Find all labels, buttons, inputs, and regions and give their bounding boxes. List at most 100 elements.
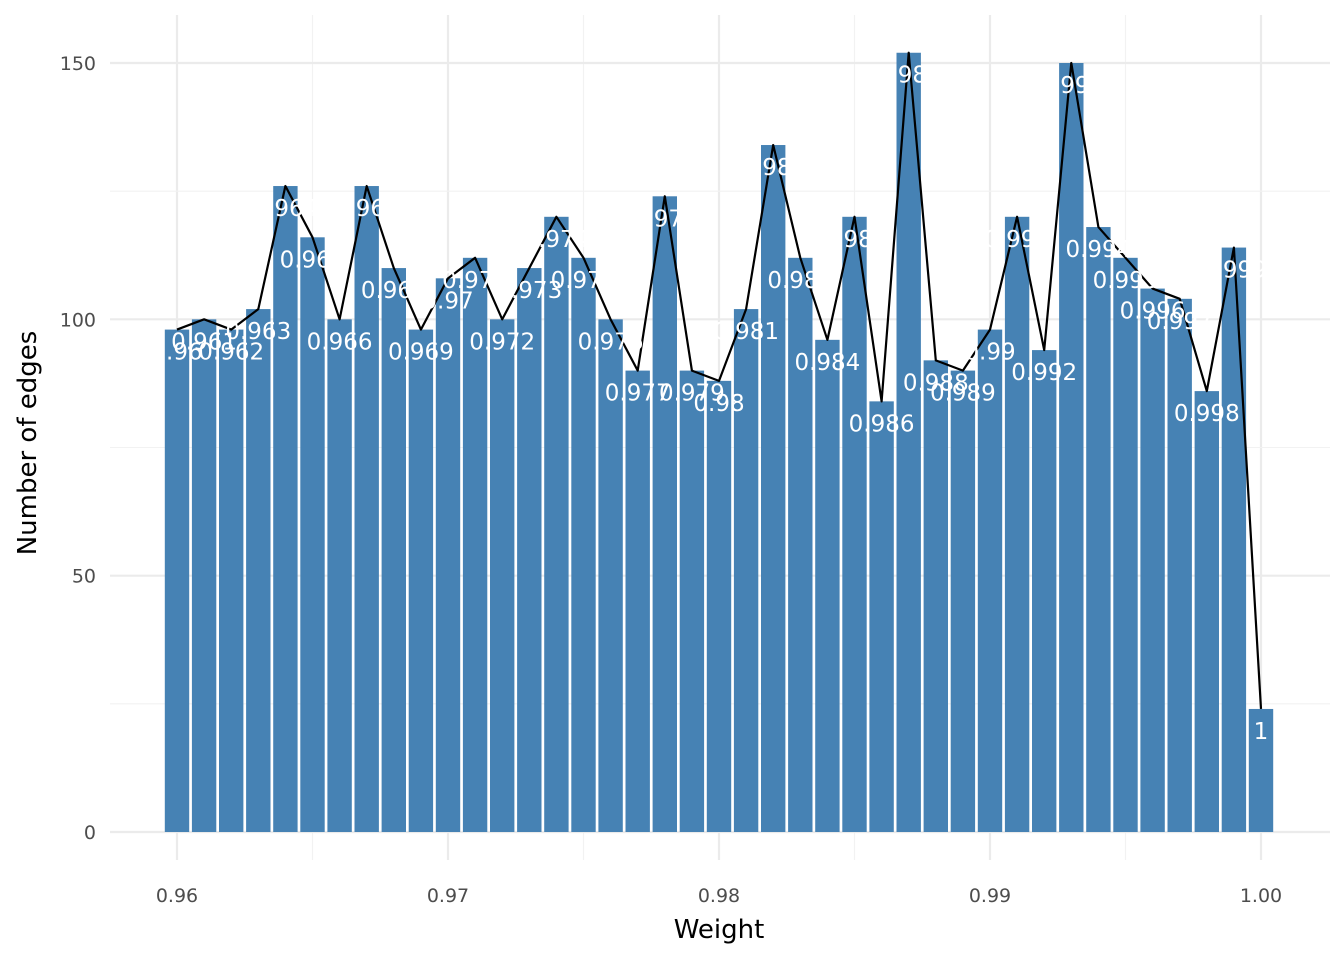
- x-tick-label: 1.00: [1240, 885, 1282, 907]
- bar: [490, 319, 515, 832]
- bar-label: 0.975: [551, 268, 617, 294]
- trend-line: [176, 51, 1263, 710]
- bar: [1140, 288, 1165, 832]
- bar-label: 0.993: [1038, 73, 1104, 99]
- bar-label: 0.965: [280, 247, 346, 273]
- bar: [1059, 63, 1084, 832]
- bar-label: 0.983: [767, 268, 833, 294]
- bar-label: 0.963: [225, 319, 291, 345]
- bar: [761, 145, 786, 832]
- bar-label: 0.977: [605, 381, 671, 407]
- bar-label: 0.972: [469, 329, 535, 355]
- x-tick-label: 0.96: [156, 885, 198, 907]
- y-tick-label: 100: [60, 309, 96, 331]
- bar-label: 0.99: [964, 340, 1015, 366]
- bar: [327, 319, 352, 832]
- bar: [354, 186, 379, 833]
- bar: [896, 52, 921, 833]
- bar: [246, 309, 271, 833]
- bar: [842, 216, 867, 833]
- bar: [950, 370, 976, 832]
- bar: [625, 370, 650, 832]
- x-tick-label: 0.99: [969, 885, 1011, 907]
- x-axis: 0.96 0.97 0.98 0.99 1.00: [156, 885, 1282, 907]
- bar: [869, 401, 894, 832]
- bar: [679, 370, 705, 832]
- bar-label: 0.991: [984, 227, 1050, 253]
- bar: [1032, 350, 1057, 832]
- y-tick-label: 50: [72, 566, 96, 588]
- bar-label: 0.976: [578, 329, 644, 355]
- bar: [1167, 298, 1192, 832]
- bar: [706, 380, 732, 832]
- bar-label: 0.989: [930, 381, 996, 407]
- trend-line-group: [176, 51, 1263, 710]
- bar-label: 0.981: [713, 319, 779, 345]
- bar: [191, 319, 217, 832]
- x-axis-title: Weight: [674, 915, 765, 945]
- bar: [164, 329, 190, 832]
- bar-label: 0.964: [252, 196, 318, 222]
- y-axis-title: Number of edges: [13, 331, 43, 556]
- bar: [1194, 391, 1219, 832]
- bar: [517, 268, 542, 833]
- y-tick-label: 150: [60, 53, 96, 75]
- bar-label: 1: [1254, 719, 1269, 745]
- bar: [598, 319, 623, 832]
- bar: [408, 329, 434, 832]
- bar: [1248, 708, 1274, 832]
- bar-label: 0.998: [1174, 401, 1240, 427]
- bar-label: 0.974: [523, 227, 589, 253]
- bar: [1221, 247, 1247, 832]
- bar: [571, 257, 596, 832]
- x-tick-label: 0.98: [698, 885, 740, 907]
- bar: [435, 278, 461, 832]
- bar-label: 0.967: [334, 196, 400, 222]
- bar-label: 0.994: [1065, 237, 1131, 263]
- bar-label: 0.973: [496, 278, 562, 304]
- bar-label: 0.966: [307, 329, 373, 355]
- bar: [1113, 257, 1138, 832]
- bar: [381, 268, 406, 833]
- y-axis: 0 50 100 150: [60, 53, 96, 844]
- bar-label: 0.984: [794, 350, 860, 376]
- bar: [273, 186, 298, 833]
- bar-label: 0.96: [151, 340, 202, 366]
- bar-label: 0.999: [1201, 258, 1267, 284]
- bar-label: 0.992: [1011, 360, 1077, 386]
- bar-label: 0.962: [198, 340, 264, 366]
- bar: [219, 329, 244, 832]
- bar: [977, 329, 1003, 832]
- bar-label: 0.988: [903, 370, 969, 396]
- bar-label: 0.979: [659, 381, 725, 407]
- bar-label: 0.968: [361, 278, 427, 304]
- bar-label: 0.982: [740, 155, 806, 181]
- bar: [300, 237, 325, 833]
- bar-label: 0.98: [693, 391, 744, 417]
- bar-label: 0.996: [1120, 299, 1186, 325]
- bar-label: 0.986: [849, 411, 915, 437]
- bar: [1004, 216, 1030, 833]
- bar-label: 0.961: [171, 329, 237, 355]
- bar: [733, 309, 759, 833]
- bar: [1086, 227, 1111, 832]
- bar: [544, 216, 569, 833]
- bar: [815, 339, 840, 832]
- bar-label: 0.997: [1147, 309, 1213, 335]
- bar-label: 0.985: [822, 227, 888, 253]
- y-tick-label: 0: [84, 822, 96, 844]
- x-tick-label: 0.97: [427, 885, 469, 907]
- bar-label: 0.969: [388, 340, 454, 366]
- bar-label: 0.987: [876, 63, 942, 89]
- bar: [652, 196, 677, 832]
- bar-label: 0.995: [1093, 268, 1159, 294]
- bar-label: 0.978: [632, 206, 698, 232]
- bar-label: 0.971: [442, 268, 508, 294]
- bar-label: 0.97: [422, 288, 473, 314]
- bars-group: [164, 52, 1274, 833]
- bar: [462, 257, 488, 832]
- bar: [923, 360, 948, 832]
- bar: [788, 257, 813, 832]
